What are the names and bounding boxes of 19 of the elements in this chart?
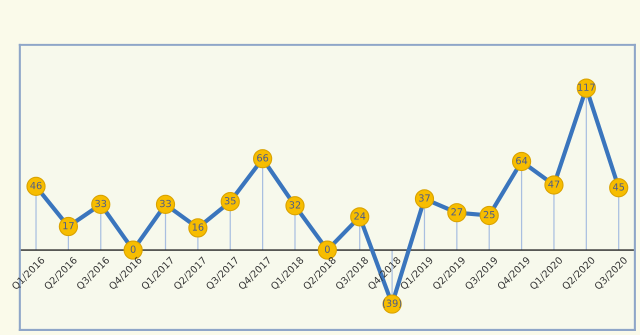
data-label: 27 bbox=[451, 208, 462, 216]
data-label: 24 bbox=[354, 212, 366, 220]
data-label: 46 bbox=[30, 182, 42, 190]
data-label: 35 bbox=[224, 197, 236, 204]
data-label: 17 bbox=[63, 222, 74, 230]
data-label: 0 bbox=[324, 246, 330, 253]
data-label: 37 bbox=[419, 194, 430, 202]
data-label: 0 bbox=[130, 246, 136, 253]
data-label: 45 bbox=[612, 183, 624, 191]
data-label: 66 bbox=[257, 154, 268, 162]
data-label: 32 bbox=[290, 201, 300, 209]
data-label: (39) bbox=[382, 299, 402, 308]
data-label: 33 bbox=[95, 200, 106, 208]
data-label: 47 bbox=[548, 180, 560, 188]
data-label: 16 bbox=[192, 223, 204, 231]
data-label: 25 bbox=[484, 210, 495, 218]
data-label: 117 bbox=[578, 84, 595, 91]
data-label: 64 bbox=[516, 156, 528, 164]
data-label: 33 bbox=[160, 200, 171, 208]
